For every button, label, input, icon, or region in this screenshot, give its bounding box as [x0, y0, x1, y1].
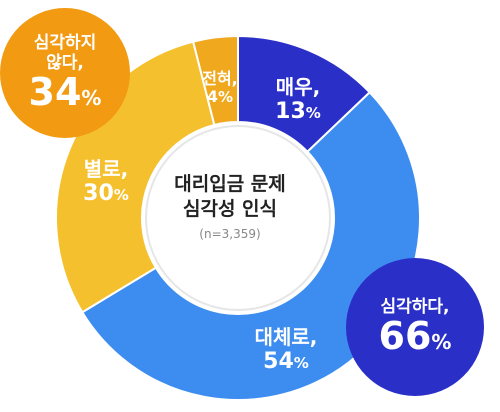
slice-name: 별로, — [83, 157, 129, 181]
group-badge-not-serious: 심각하지 않다, 34% — [0, 8, 130, 138]
slice-label-jeonhyeo: 전혀, 4% — [200, 69, 240, 107]
group-badge-serious: 심각하다, 66% — [346, 258, 484, 396]
chart-title-line2: 심각성 인식 — [182, 197, 277, 220]
slice-value: 30% — [83, 181, 129, 206]
slice-label-byeollo: 별로, 30% — [66, 157, 146, 207]
badge-label-line1: 심각하다, — [380, 296, 450, 317]
slice-label-daecheoro: 대체로, 54% — [238, 325, 334, 375]
slice-name: 매우, — [275, 75, 321, 99]
slice-value: 54% — [263, 349, 309, 374]
sample-size-note: (n=3,359) — [199, 227, 261, 242]
chart-title-line1: 대리입금 문제 — [174, 173, 286, 195]
badge-label-line2: 않다, — [46, 53, 84, 74]
slice-value: 4% — [206, 87, 234, 107]
slice-name: 전혀, — [202, 69, 238, 88]
donut-hole — [145, 125, 331, 311]
chart-center-title: 대리입금 문제 심각성 인식 (n=3,359) — [160, 172, 300, 241]
donut-slice-1 — [80, 90, 421, 401]
badge-value: 34% — [28, 70, 102, 115]
donut-slice-3 — [191, 34, 239, 127]
slice-label-maeu: 매우, 13% — [262, 75, 334, 125]
slice-value: 13% — [275, 99, 321, 124]
badge-value: 66% — [378, 314, 452, 359]
badge-label-line1: 심각하지 — [33, 32, 97, 53]
slice-name: 대체로, — [254, 325, 318, 349]
